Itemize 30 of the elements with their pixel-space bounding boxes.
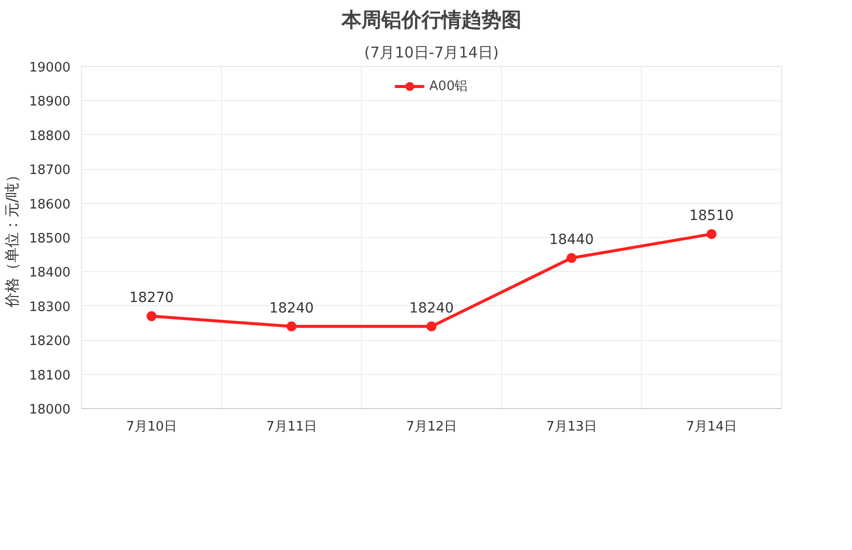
- data-label: 18240: [409, 300, 454, 316]
- y-tick-label: 18300: [29, 300, 71, 315]
- x-tick-label: 7月12日: [406, 420, 457, 434]
- x-tick-label: 7月13日: [546, 420, 597, 434]
- point: [706, 229, 716, 240]
- y-tick-label: 18900: [29, 94, 71, 110]
- y-tick-label: 18800: [29, 128, 71, 144]
- y-tick-label: 18500: [29, 232, 71, 246]
- point: [146, 311, 156, 322]
- point: [566, 253, 576, 264]
- data-label: 18510: [689, 208, 734, 224]
- y-tick-label: 18000: [29, 402, 71, 418]
- y-tick-label: 18600: [29, 197, 71, 212]
- y-axis-title: 价格（单位：元/吨）: [3, 167, 22, 309]
- data-label: 18240: [269, 300, 314, 316]
- chart-title: 本周铝价行情趋势图: [340, 8, 522, 32]
- x-tick-label: 7月11日: [266, 420, 317, 434]
- y-tick-label: 18700: [29, 163, 71, 178]
- x-tick-label: 7月10日: [126, 420, 177, 434]
- data-label: 18440: [549, 232, 594, 248]
- chart-subtitle: (7月10日-7月14日): [364, 44, 499, 62]
- legend-label: A00铝: [429, 78, 468, 95]
- x-tick-label: 7月14日: [686, 420, 737, 434]
- y-tick-label: 19000: [29, 60, 71, 76]
- point: [286, 321, 296, 332]
- y-tick-label: 18200: [29, 334, 71, 350]
- y-tick-label: 18100: [29, 368, 71, 384]
- y-tick-label: 18400: [29, 266, 71, 281]
- point: [426, 321, 436, 332]
- data-label: 18270: [129, 290, 174, 306]
